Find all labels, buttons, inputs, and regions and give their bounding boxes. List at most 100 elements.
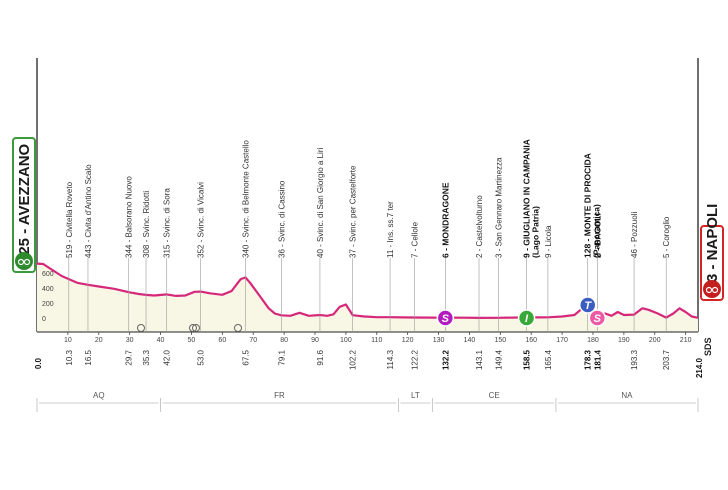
bike-wheel (23, 258, 31, 266)
place-label: 36 - Svinc. di Cassino (277, 180, 286, 258)
x-tick-label: 50 (188, 337, 196, 344)
region-label: LT (411, 391, 420, 400)
place-km-label: 53.0 (197, 349, 206, 365)
place-label: 5 - Coroglio (662, 216, 671, 258)
x-tick-label: 30 (126, 337, 134, 344)
region-label: CE (489, 391, 500, 400)
place-label: 7 - Cellole (410, 221, 419, 258)
x-tick-label: 110 (371, 337, 382, 344)
marker-badge (578, 296, 597, 314)
brand-logo: SDS (703, 337, 713, 356)
place-label: 46 - Pozzuoli (630, 212, 639, 258)
x-tick-label: 120 (402, 337, 414, 344)
x-tick-label: 180 (587, 337, 599, 344)
place-km-label: 158.5 (523, 349, 532, 370)
finish-text: 3 - NAPOLI (704, 204, 721, 282)
place-km-label: 42.0 (163, 349, 172, 365)
place-label: 128 - MONTE DI PROCIDA (583, 153, 593, 258)
symbols (137, 324, 242, 332)
tunnel-icon (192, 324, 200, 332)
x-tick-label: 160 (525, 337, 537, 344)
place-label: 9 - Licola (544, 225, 553, 258)
x-tick-label: 130 (433, 337, 445, 344)
place-km-label: 102.2 (349, 349, 358, 370)
tunnel-icon (234, 324, 242, 332)
region-strip: AQ FR LT CE NA (36, 391, 699, 412)
x-tick-label: 10 (64, 337, 72, 344)
place-km-label: 181.4 (593, 349, 602, 370)
region-label: AQ (93, 391, 105, 400)
bike-wheel (705, 286, 713, 294)
place-label: 40 - Svinc. di San Giorgio a Liri (316, 148, 325, 258)
place-label: 3 - San Gennaro Martinezza (494, 157, 503, 258)
x-tick-label: 70 (249, 337, 257, 344)
x-tick-label: 170 (556, 337, 568, 344)
marker-badge (517, 309, 536, 327)
place-km-label: 114.3 (386, 349, 395, 369)
finish-bike-icon (703, 280, 721, 298)
sprint-markers: S ITS (436, 296, 607, 327)
x-tick-label: 40 (157, 337, 165, 344)
bike-wheel (711, 286, 719, 294)
place-sublabel: (Panoramica) (592, 204, 602, 258)
x-tick-label: 210 (680, 337, 692, 344)
marker-badge (588, 309, 607, 327)
y-tick-label: 0 (42, 316, 46, 323)
place-label: 315 - Svinc. di Sora (163, 188, 172, 258)
place-km-label: 203.7 (662, 349, 671, 370)
tunnel-icon (137, 324, 145, 332)
place-km-label: 193.3 (630, 349, 639, 370)
y-tick-label: 400 (42, 286, 54, 293)
start-bike-icon (15, 252, 33, 270)
x-tick-label: 20 (95, 337, 103, 344)
marker-letter: T (584, 300, 592, 312)
place-km-label: 35.3 (142, 349, 151, 365)
place-km-label: 143.1 (475, 349, 484, 370)
x-tick-label: 80 (280, 337, 288, 344)
y-tick-label: 200 (42, 301, 54, 308)
place-km-label: 91.6 (316, 349, 325, 365)
place-label: 2 - Castelvolturno (475, 195, 484, 258)
marker-badge (436, 309, 455, 327)
place-label: 519 - Civitella Roveto (65, 181, 74, 258)
end-km-label: 214.0 (695, 357, 704, 378)
finish-label: 3 - NAPOLI (700, 204, 724, 301)
profile-area (37, 263, 698, 332)
x-tick-label: 100 (340, 337, 352, 344)
place-km-label: 10.3 (65, 349, 74, 365)
start-box (12, 137, 36, 273)
place-label: 6 - MONDRAGONE (440, 182, 450, 258)
x-tick-label: 140 (464, 337, 476, 344)
place-sublabel: (Lago Patria) (531, 206, 541, 258)
place-km-label: 16.5 (84, 349, 93, 365)
place-km-label: 67.5 (241, 349, 250, 365)
x-tick-label: 150 (494, 337, 506, 344)
place-km-label: 132.2 (441, 349, 450, 370)
place-label: 443 - Civita d'Antino Scalo (84, 164, 93, 258)
start-label: 725 - AVEZZANO (12, 137, 36, 273)
place-label: 2 - BACOLI (592, 213, 602, 258)
place-km-label: 165.4 (544, 349, 553, 370)
tunnel-icon (189, 324, 197, 332)
place-label: 9 - GIUGLIANO IN CAMPANIA (522, 139, 532, 258)
marker-letter: S (594, 313, 602, 325)
y-axis-ticks: 600 400 200 0 (42, 271, 54, 323)
place-label: 37 - Svinc. per Castelforte (349, 165, 358, 258)
x-tick-label: 190 (618, 337, 630, 344)
start-km-label: 0.0 (34, 357, 43, 369)
place-label: 340 - Svinc. di Belmonte Castello (241, 140, 250, 258)
place-label: 11 - Ins. ss.7 ter (386, 201, 395, 258)
place-km-label: 178.3 (584, 349, 593, 370)
region-label: NA (621, 391, 633, 400)
place-km-label: 79.1 (277, 349, 286, 365)
place-km-label: 149.4 (494, 349, 503, 370)
start-text: 725 - AVEZZANO (16, 143, 33, 263)
place-km-label: 122.2 (410, 349, 419, 370)
region-label: FR (274, 391, 285, 400)
x-tick-label: 200 (649, 337, 661, 344)
place-labels: 519 - Civitella Roveto 443 - Civita d'Ant… (65, 139, 671, 258)
place-label: 308 - Svinc. Ridotti (142, 191, 151, 258)
finish-box (700, 225, 724, 301)
